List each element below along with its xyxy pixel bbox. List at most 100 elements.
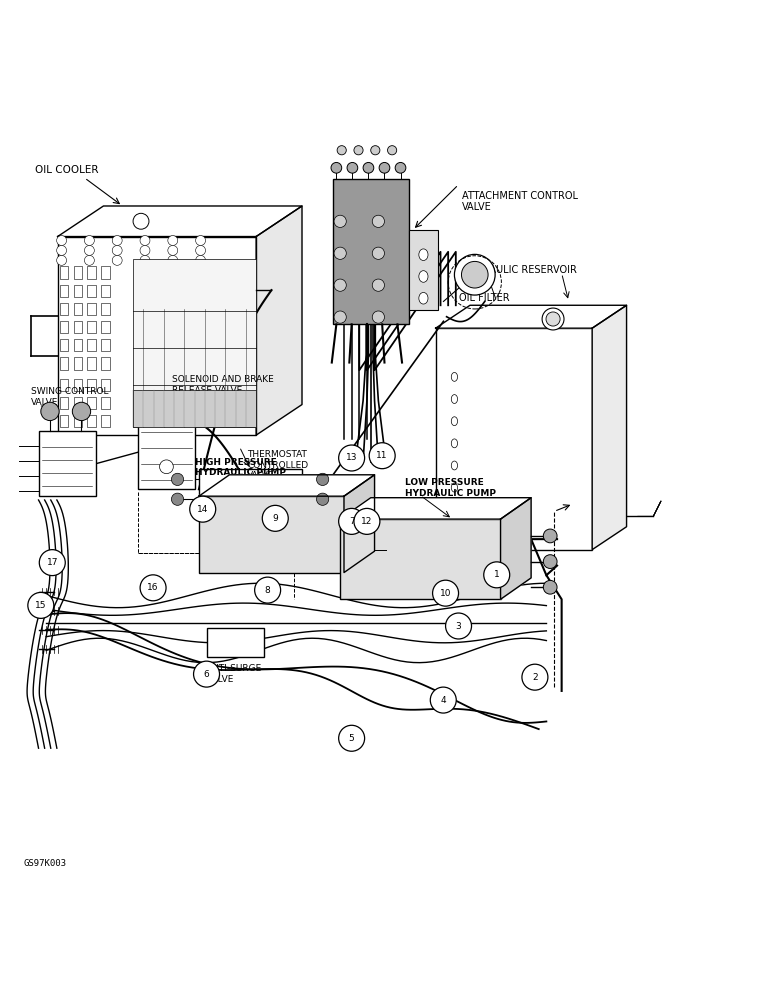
- Circle shape: [339, 445, 364, 471]
- Bar: [73, 303, 82, 315]
- Bar: [133, 390, 256, 427]
- Text: GS97K003: GS97K003: [23, 859, 66, 868]
- Text: ATTACHMENT CONTROL
VALVE: ATTACHMENT CONTROL VALVE: [462, 191, 578, 212]
- Bar: [101, 285, 110, 297]
- Polygon shape: [344, 475, 374, 573]
- Polygon shape: [58, 206, 302, 237]
- Bar: [73, 266, 82, 279]
- Circle shape: [84, 245, 94, 255]
- Bar: [73, 357, 82, 370]
- Circle shape: [369, 443, 395, 469]
- Circle shape: [543, 529, 557, 543]
- Text: 3: 3: [455, 622, 462, 631]
- Bar: [87, 379, 96, 391]
- Circle shape: [195, 255, 205, 265]
- Circle shape: [171, 473, 184, 485]
- Circle shape: [168, 255, 178, 265]
- Bar: [101, 415, 110, 427]
- Bar: [87, 415, 96, 427]
- Bar: [73, 321, 82, 333]
- Text: 2: 2: [532, 673, 538, 682]
- Circle shape: [133, 213, 149, 229]
- Circle shape: [112, 245, 122, 255]
- Circle shape: [195, 245, 205, 255]
- Circle shape: [317, 493, 329, 505]
- Circle shape: [331, 162, 342, 173]
- Circle shape: [112, 236, 122, 245]
- Text: 1: 1: [494, 570, 499, 579]
- Bar: [207, 628, 264, 657]
- Polygon shape: [199, 475, 374, 496]
- Bar: [39, 431, 96, 496]
- Circle shape: [388, 146, 397, 155]
- Text: 9: 9: [273, 514, 278, 523]
- Circle shape: [140, 575, 166, 601]
- Text: 12: 12: [361, 517, 373, 526]
- Circle shape: [542, 308, 564, 330]
- Bar: [59, 303, 68, 315]
- Circle shape: [73, 402, 90, 421]
- Ellipse shape: [419, 271, 428, 282]
- Circle shape: [430, 687, 456, 713]
- Circle shape: [395, 162, 406, 173]
- Bar: [101, 397, 110, 409]
- Bar: [73, 415, 82, 427]
- Circle shape: [334, 311, 347, 323]
- Circle shape: [56, 255, 66, 265]
- Bar: [101, 357, 110, 370]
- Bar: [59, 321, 68, 333]
- Circle shape: [140, 255, 150, 265]
- Text: 14: 14: [197, 505, 208, 514]
- Text: SWING CONTROL
VALVE: SWING CONTROL VALVE: [31, 387, 108, 407]
- Text: 5: 5: [349, 734, 354, 743]
- Circle shape: [543, 580, 557, 594]
- Circle shape: [168, 245, 178, 255]
- Circle shape: [543, 555, 557, 568]
- Text: 7: 7: [349, 517, 354, 526]
- Bar: [73, 339, 82, 351]
- Circle shape: [546, 312, 560, 326]
- Circle shape: [372, 247, 384, 259]
- Circle shape: [522, 664, 548, 690]
- Circle shape: [347, 162, 357, 173]
- Bar: [59, 379, 68, 391]
- Circle shape: [140, 236, 150, 245]
- Bar: [87, 266, 96, 279]
- Text: 13: 13: [346, 453, 357, 462]
- Circle shape: [363, 162, 374, 173]
- Circle shape: [372, 215, 384, 227]
- Text: OIL FILTER: OIL FILTER: [459, 293, 510, 303]
- Bar: [340, 519, 500, 599]
- Bar: [101, 379, 110, 391]
- Circle shape: [171, 493, 184, 505]
- Bar: [87, 321, 96, 333]
- Text: ANTI-SURGE
VALVE: ANTI-SURGE VALVE: [207, 664, 262, 684]
- Text: 16: 16: [147, 583, 159, 592]
- Circle shape: [334, 215, 347, 227]
- Bar: [87, 339, 96, 351]
- Bar: [87, 303, 96, 315]
- Circle shape: [334, 247, 347, 259]
- Circle shape: [84, 236, 94, 245]
- Text: THERMOSTAT
CONTROLLED
VALVE: THERMOSTAT CONTROLLED VALVE: [247, 450, 308, 480]
- Circle shape: [41, 402, 59, 421]
- Circle shape: [354, 508, 380, 534]
- Bar: [435, 328, 592, 550]
- Polygon shape: [340, 498, 531, 519]
- Text: HIGH PRESSURE
HYDRAULIC PUMP: HIGH PRESSURE HYDRAULIC PUMP: [195, 458, 286, 477]
- Text: 17: 17: [46, 558, 58, 567]
- Bar: [58, 237, 256, 435]
- Bar: [59, 285, 68, 297]
- Circle shape: [195, 236, 205, 245]
- Bar: [73, 379, 82, 391]
- Circle shape: [371, 146, 380, 155]
- Text: 11: 11: [377, 451, 388, 460]
- Bar: [87, 397, 96, 409]
- Text: 6: 6: [204, 670, 209, 679]
- Bar: [333, 179, 409, 324]
- Circle shape: [337, 146, 347, 155]
- Circle shape: [354, 146, 363, 155]
- Circle shape: [84, 255, 94, 265]
- Text: OIL COOLER: OIL COOLER: [35, 165, 98, 175]
- Bar: [87, 285, 96, 297]
